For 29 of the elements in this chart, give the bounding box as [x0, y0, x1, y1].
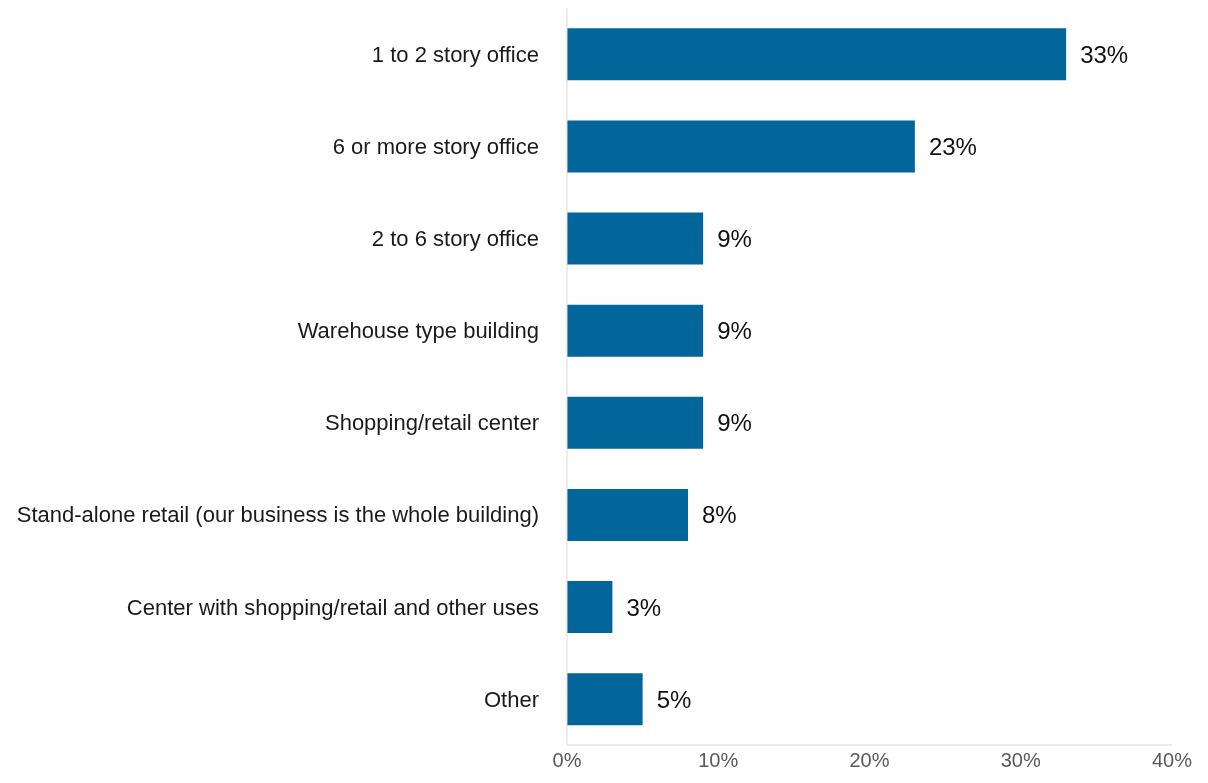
x-tick-label: 40% [1151, 749, 1193, 772]
y-tick-label: 6 or more story office [332, 134, 539, 159]
x-tick-label: 20% [849, 749, 890, 772]
data-label: 9% [717, 225, 752, 253]
y-tick-label: Center with shopping/retail and other uses [126, 594, 539, 620]
y-tick-label: Stand-alone retail (our business is the whole building) [16, 502, 539, 528]
data-label: 9% [717, 317, 752, 345]
y-tick-label: 2 to 6 story office [371, 226, 539, 252]
data-label: 23% [928, 132, 977, 160]
data-label: 3% [626, 593, 662, 621]
data-label: 5% [656, 685, 692, 713]
y-tick-label: 1 to 2 story office [371, 41, 539, 67]
x-tick-label: 30% [1000, 749, 1041, 772]
data-label: 8% [702, 501, 737, 529]
y-tick-label: Other [483, 686, 539, 712]
bar [567, 120, 915, 173]
bar [567, 581, 613, 634]
bar [567, 212, 704, 265]
x-tick-label: 0% [552, 749, 582, 772]
bar [567, 673, 643, 726]
data-label: 9% [717, 409, 752, 437]
bar [567, 488, 688, 541]
x-tick-label: 10% [698, 749, 739, 772]
y-tick-label: Shopping/retail center [324, 410, 539, 436]
bar [567, 396, 704, 449]
data-label: 33% [1080, 40, 1129, 68]
bar [567, 28, 1067, 81]
y-tick-label: Warehouse type building [297, 318, 539, 344]
bar [567, 304, 704, 357]
